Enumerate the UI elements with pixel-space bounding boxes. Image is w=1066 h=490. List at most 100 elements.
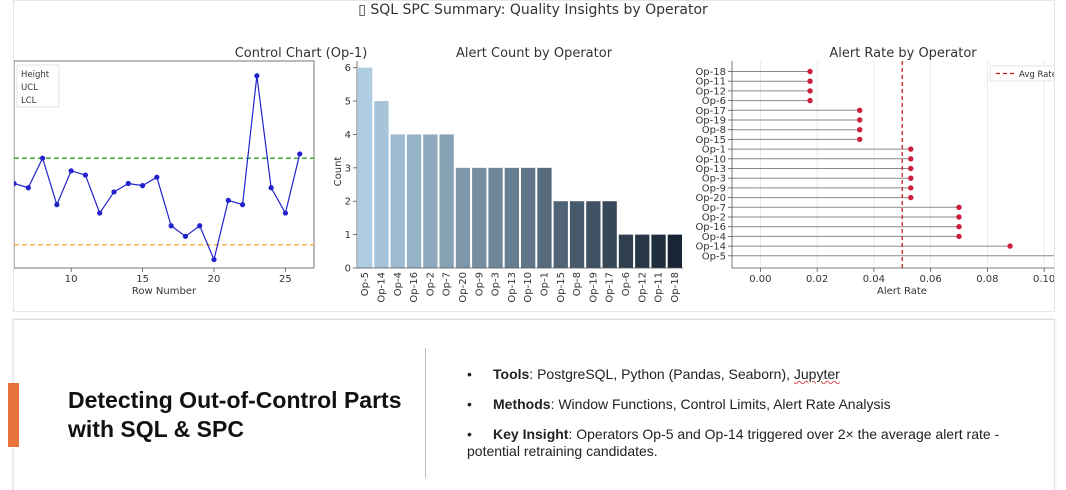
bar-op-20 (455, 167, 471, 268)
lollipop-point-op-8 (856, 127, 863, 133)
x-tick-label: 0.02 (806, 274, 828, 285)
y-tick-label: Op-20 (695, 193, 726, 204)
lollipop-point-op-6 (807, 97, 813, 104)
x-tick-label: 0.04 (863, 274, 885, 285)
height-point (225, 197, 231, 204)
y-tick-label: Op-1 (702, 145, 726, 156)
y-tick-label: 3 (345, 163, 351, 174)
bar-op-10 (521, 167, 536, 268)
y-tick-label: Op-2 (702, 213, 726, 224)
y-tick-label: Op-5 (702, 251, 726, 262)
bar-op-6 (618, 234, 634, 268)
bullet-dot: • (467, 426, 472, 442)
height-point (54, 202, 60, 208)
x-tick-label: 0.06 (919, 274, 941, 285)
bar-op-1 (537, 167, 552, 268)
height-point (25, 185, 31, 191)
y-tick-label: Op-9 (702, 183, 726, 194)
y-tick-label: Op-6 (702, 96, 726, 107)
lollipop-legend-label: Avg Rate (1019, 70, 1054, 80)
height-point (268, 185, 274, 191)
bar-op-9 (472, 167, 487, 268)
bullet-label: Key Insight (493, 426, 569, 442)
bar-chart-ylabel: Count (333, 157, 344, 187)
x-tick-label: Op-10 (523, 272, 534, 303)
bullet-list: • Tools: PostgreSQL, Python (Pandas, Sea… (467, 366, 1027, 473)
height-point (211, 256, 217, 263)
control-chart-frame (13, 60, 315, 269)
x-tick-label: Op-3 (491, 272, 502, 296)
bullet-sep: : (550, 396, 559, 412)
height-point (39, 155, 46, 161)
y-tick-label: Op-10 (695, 154, 726, 165)
x-tick-label: Op-13 (507, 272, 518, 303)
y-tick-label: 4 (345, 130, 351, 141)
height-point (82, 172, 89, 178)
x-tick-label: 15 (136, 274, 149, 285)
bar-op-15 (553, 201, 568, 268)
control-legend-label: LCL (21, 96, 37, 106)
x-tick-label: 0.00 (749, 274, 771, 285)
bullet-sep: : (529, 366, 538, 382)
lollipop-chart-title: Alert Rate by Operator (829, 46, 977, 61)
height-point (239, 202, 246, 208)
bar-op-3 (488, 167, 503, 268)
control-legend-label: Height (21, 70, 50, 80)
height-point (254, 73, 260, 79)
bar-op-13 (504, 167, 519, 268)
bullet-label: Tools (493, 366, 530, 382)
lollipop-point-op-10 (908, 156, 914, 162)
lollipop-point-op-2 (956, 214, 962, 220)
figure-panel: Control Chart (Op-1) 10 15 20 25 Row Number He… (11, 0, 1064, 312)
lollipop-point-op-3 (908, 175, 914, 181)
y-tick-label: Op-12 (695, 86, 726, 97)
bar-op-11 (651, 234, 666, 268)
height-point (111, 189, 117, 195)
bullet-text: Window Functions, Control Limits, Alert … (558, 396, 891, 412)
x-tick-label: Op-18 (670, 272, 681, 303)
bullet-tools: • Tools: PostgreSQL, Python (Pandas, Sea… (467, 366, 1027, 383)
y-tick-label: Op-4 (702, 232, 726, 243)
x-tick-label: Op-4 (393, 272, 404, 296)
y-tick-label: Op-7 (702, 203, 726, 214)
x-tick-label: Op-1 (539, 272, 550, 296)
lollipop-chart-xlabel: Alert Rate (877, 286, 927, 297)
bar-op-4 (390, 134, 405, 268)
lollipop-point-op-19 (856, 117, 863, 123)
x-tick-label: Op-14 (376, 272, 387, 303)
lollipop-point-op-13 (908, 165, 914, 172)
control-legend-label: UCL (21, 83, 38, 93)
bullet-methods: • Methods: Window Functions, Control Lim… (467, 396, 1027, 413)
bullet-key-insight: • Key Insight: Operators Op-5 and Op-14 t… (467, 426, 1027, 460)
bar-op-5 (358, 67, 373, 268)
height-point (97, 210, 103, 216)
bar-op-18 (667, 234, 682, 268)
lollipop-point-op-9 (908, 185, 914, 191)
x-tick-label: Op-17 (605, 272, 616, 303)
bar-op-7 (439, 134, 454, 268)
lollipop-point-op-16 (956, 224, 962, 230)
y-tick-label: 1 (345, 230, 351, 241)
control-legend-box (16, 64, 60, 108)
lollipop-point-op-17 (856, 107, 863, 114)
bullet-label: Methods (493, 396, 551, 412)
x-tick-label: Op-16 (409, 272, 420, 303)
y-tick-label: 5 (345, 97, 351, 108)
x-tick-label: Op-8 (572, 272, 583, 296)
lollipop-point-op-15 (856, 136, 863, 143)
x-tick-label: 20 (208, 274, 221, 285)
bar-op-8 (569, 201, 585, 268)
bullet-text: PostgreSQL, Python (Pandas, Seaborn), (537, 366, 794, 382)
x-tick-label: 0.10 (1033, 274, 1054, 285)
slide-headline: Detecting Out-of-Control Parts with SQL … (68, 387, 402, 442)
x-tick-label: Op-15 (556, 272, 567, 303)
lollipop-point-op-4 (956, 233, 962, 240)
lollipop-point-op-14 (1007, 243, 1013, 249)
y-tick-label: Op-19 (695, 116, 726, 127)
bar-op-19 (586, 201, 601, 268)
y-tick-label: Op-13 (695, 164, 726, 175)
height-point (282, 210, 289, 216)
figure-suptitle: ▯ SQL SPC Summary: Quality Insights by O… (358, 2, 708, 18)
x-tick-label: 10 (65, 274, 78, 285)
x-tick-label: 0.08 (976, 274, 998, 285)
